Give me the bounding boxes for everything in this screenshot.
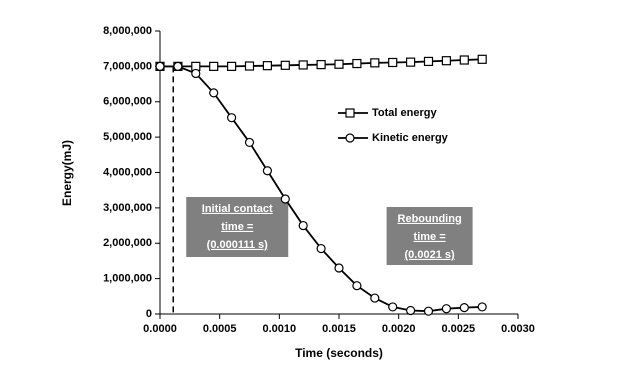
legend-marker bbox=[345, 133, 355, 143]
y-tick-label: 1,000,000 bbox=[103, 273, 152, 285]
annotation-text: Rebounding bbox=[398, 213, 462, 225]
marker bbox=[370, 58, 380, 68]
y-axis-title: Energy(mJ) bbox=[60, 140, 74, 206]
annotation-text: (0.000111 s) bbox=[207, 239, 269, 251]
marker bbox=[441, 304, 451, 314]
y-tick-label: 3,000,000 bbox=[103, 202, 152, 214]
series-line bbox=[160, 65, 483, 313]
marker bbox=[477, 302, 487, 312]
annotation: Rebounding time = (0.0021 s) bbox=[386, 207, 473, 265]
annotation-box bbox=[386, 207, 473, 265]
annotation-box bbox=[186, 197, 289, 257]
y-tick-label: 8,000,000 bbox=[103, 25, 152, 37]
marker bbox=[280, 194, 290, 204]
marker bbox=[227, 61, 237, 71]
marker bbox=[316, 60, 326, 70]
marker bbox=[173, 61, 183, 71]
y-tick-label: 6,000,000 bbox=[103, 96, 152, 108]
marker bbox=[262, 166, 272, 176]
marker bbox=[280, 60, 290, 70]
x-tick-label: 0.0010 bbox=[263, 323, 297, 335]
marker bbox=[423, 56, 434, 67]
y-tick-label: 5,000,000 bbox=[103, 131, 152, 143]
x-tick-label: 0.0000 bbox=[143, 323, 177, 335]
annotation-text: (0.0021 s) bbox=[405, 249, 455, 261]
x-axis-title: Time (seconds) bbox=[295, 346, 383, 360]
marker bbox=[477, 54, 487, 64]
marker bbox=[191, 68, 201, 79]
marker bbox=[406, 57, 416, 67]
marker bbox=[388, 302, 398, 312]
y-tick-label: 7,000,000 bbox=[103, 60, 152, 72]
marker bbox=[459, 303, 469, 313]
marker bbox=[244, 137, 255, 148]
x-tick-label: 0.0005 bbox=[203, 323, 237, 335]
y-tick-label: 4,000,000 bbox=[103, 166, 152, 178]
x-tick-label: 0.0020 bbox=[382, 323, 416, 335]
annotation-text: time = bbox=[414, 231, 446, 243]
marker bbox=[227, 113, 237, 123]
x-tick-label: 0.0025 bbox=[442, 323, 476, 335]
marker bbox=[459, 55, 469, 65]
marker bbox=[209, 88, 219, 98]
marker bbox=[155, 61, 165, 71]
marker bbox=[209, 61, 219, 71]
legend-label: Kinetic energy bbox=[372, 132, 449, 144]
y-tick-label: 0 bbox=[146, 308, 152, 320]
marker bbox=[334, 59, 344, 69]
marker bbox=[352, 58, 362, 69]
marker bbox=[370, 293, 380, 303]
legend-label: Total energy bbox=[372, 107, 437, 119]
x-tick-label: 0.0015 bbox=[322, 323, 356, 335]
marker bbox=[406, 305, 416, 316]
marker bbox=[244, 61, 255, 71]
marker bbox=[441, 56, 451, 66]
marker bbox=[352, 281, 362, 291]
marker bbox=[423, 306, 434, 316]
marker bbox=[388, 57, 398, 68]
marker bbox=[316, 243, 326, 254]
marker bbox=[334, 263, 344, 273]
legend-marker bbox=[345, 108, 355, 118]
annotation-text: Initial contact bbox=[202, 203, 273, 215]
annotation: Initial contact time = (0.000111 s) bbox=[186, 197, 289, 257]
x-tick-label: 0.0030 bbox=[501, 323, 535, 335]
y-tick-label: 2,000,000 bbox=[103, 237, 152, 249]
annotation-text: time = bbox=[221, 221, 253, 233]
marker bbox=[298, 220, 308, 231]
marker bbox=[298, 60, 308, 70]
marker bbox=[262, 61, 272, 71]
